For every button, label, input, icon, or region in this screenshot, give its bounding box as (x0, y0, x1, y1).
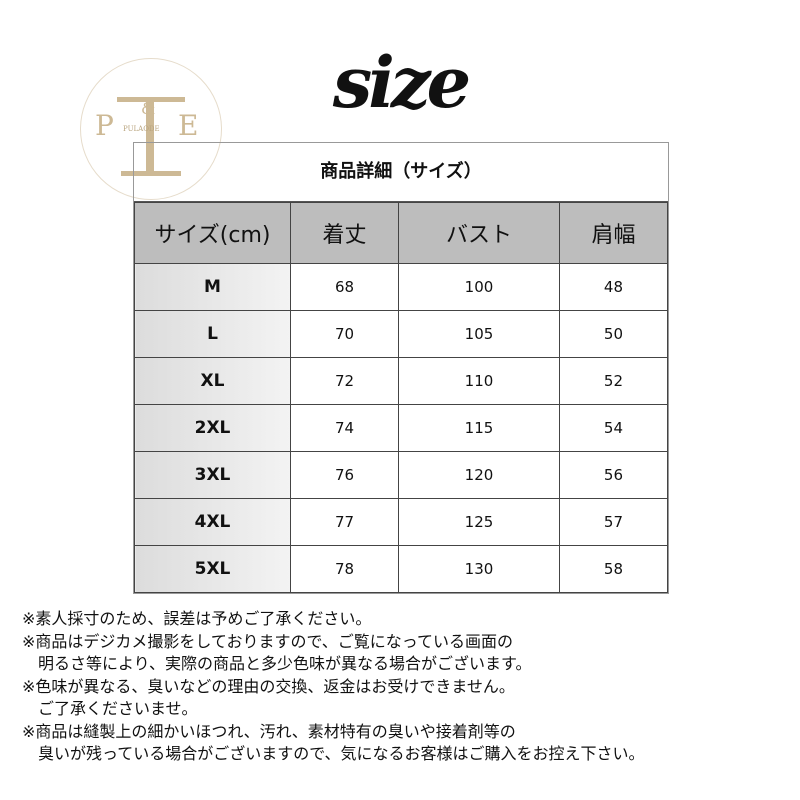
table-row: 4XL 77 125 57 (134, 498, 669, 546)
measurement-cell: 57 (558, 498, 669, 546)
column-header: サイズ(cm) (134, 202, 291, 264)
size-label: 5XL (134, 545, 291, 593)
measurement-cell: 78 (289, 545, 400, 593)
measurement-cell: 100 (398, 263, 560, 311)
note-line: ※色味が異なる、臭いなどの理由の交換、返金はお受けできません。 (22, 676, 515, 696)
note-line: 明るさ等により、実際の商品と多少色味が異なる場合がございます。 (22, 654, 532, 673)
measurement-cell: 50 (558, 310, 669, 358)
size-label: L (134, 310, 291, 358)
column-header: 着丈 (289, 202, 400, 264)
table-row: M 68 100 48 (134, 263, 669, 311)
table-row: 3XL 76 120 56 (134, 451, 669, 499)
size-label: 3XL (134, 451, 291, 499)
note-line: ※素人採寸のため、誤差は予めご了承ください。 (22, 609, 372, 628)
measurement-cell: 130 (398, 545, 560, 593)
measurement-cell: 76 (289, 451, 400, 499)
measurement-cell: 54 (558, 404, 669, 452)
brand-name: PULAODE (123, 125, 160, 133)
measurement-cell: 74 (289, 404, 400, 452)
size-label: XL (134, 357, 291, 405)
measurement-cell: 70 (289, 310, 400, 358)
table-row: 2XL 74 115 54 (134, 404, 669, 452)
note-line: ※商品は縫製上の細かいほつれ、汚れ、素材特有の臭いや接着剤等の (22, 721, 516, 741)
note-line: ご了承くださいませ。 (22, 699, 198, 718)
measurement-cell: 72 (289, 357, 400, 405)
measurement-cell: 125 (398, 498, 560, 546)
measurement-cell: 77 (289, 498, 400, 546)
size-label: 2XL (134, 404, 291, 452)
measurement-cell: 68 (289, 263, 400, 311)
table-row: XL 72 110 52 (134, 357, 669, 405)
table-caption: 商品詳細（サイズ） (134, 143, 668, 202)
size-label: 4XL (134, 498, 291, 546)
measurement-cell: 120 (398, 451, 560, 499)
brand-logo: P E & PULAODE (80, 58, 222, 200)
measurement-cell: 48 (558, 263, 669, 311)
size-label: M (134, 263, 291, 311)
table-row: 5XL 78 130 58 (134, 545, 669, 593)
table-row: L 70 105 50 (134, 310, 669, 358)
measurement-cell: 58 (558, 545, 669, 593)
note-line: 臭いが残っている場合がございますので、気になるお客様はご購入をお控え下さい。 (22, 744, 645, 763)
measurement-cell: 56 (558, 451, 669, 499)
measurement-cell: 115 (398, 404, 560, 452)
measurement-cell: 52 (558, 357, 669, 405)
measurement-cell: 105 (398, 310, 560, 358)
size-table: 商品詳細（サイズ） サイズ(cm) 着丈 バスト 肩幅 M 68 100 48 L 70 105 5… (133, 142, 669, 594)
column-header: 肩幅 (558, 202, 669, 264)
page-title: size (332, 41, 471, 124)
measurement-cell: 110 (398, 357, 560, 405)
column-header: バスト (398, 202, 560, 264)
notes: ※素人採寸のため、誤差は予めご了承ください。 ※商品はデジカメ撮影をしておりますの… (22, 608, 645, 766)
note-line: ※商品はデジカメ撮影をしておりますので、ご覧になっている画面の (22, 631, 514, 651)
